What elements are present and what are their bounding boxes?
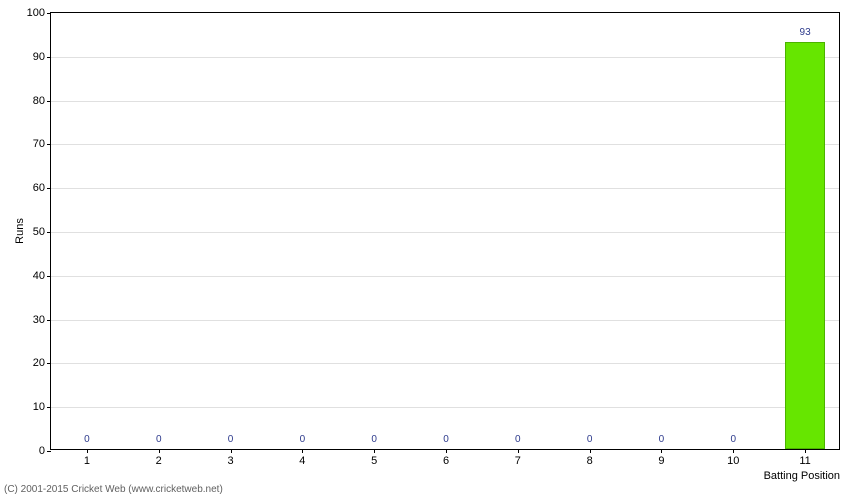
bar-value-label: 0 xyxy=(443,434,449,445)
gridline xyxy=(51,363,839,364)
x-tick-label: 11 xyxy=(799,455,810,467)
y-tick-label: 60 xyxy=(33,182,45,194)
bar xyxy=(785,42,825,449)
chart-container: 0102030405060708090100102030405060708090… xyxy=(0,0,850,500)
gridline xyxy=(51,101,839,102)
bar-value-label: 0 xyxy=(587,434,593,445)
x-tick-label: 2 xyxy=(156,455,162,467)
x-tick-mark xyxy=(805,449,806,453)
x-axis-label: Batting Position xyxy=(764,470,840,482)
y-tick-label: 80 xyxy=(33,95,45,107)
gridline xyxy=(51,232,839,233)
y-tick-label: 90 xyxy=(33,51,45,63)
y-tick-mark xyxy=(47,144,51,145)
y-tick-label: 50 xyxy=(33,226,45,238)
y-axis-label: Runs xyxy=(14,218,26,244)
x-tick-mark xyxy=(87,449,88,453)
x-tick-label: 7 xyxy=(515,455,521,467)
x-tick-label: 3 xyxy=(227,455,233,467)
y-tick-mark xyxy=(47,13,51,14)
x-tick-mark xyxy=(518,449,519,453)
gridline xyxy=(51,57,839,58)
bar-value-label: 0 xyxy=(659,434,665,445)
x-tick-mark xyxy=(374,449,375,453)
y-tick-label: 70 xyxy=(33,138,45,150)
bar-value-label: 0 xyxy=(515,434,521,445)
x-tick-label: 1 xyxy=(84,455,90,467)
x-tick-mark xyxy=(446,449,447,453)
gridline xyxy=(51,276,839,277)
x-tick-label: 9 xyxy=(658,455,664,467)
y-tick-mark xyxy=(47,407,51,408)
gridline xyxy=(51,320,839,321)
bar-value-label: 0 xyxy=(156,434,162,445)
x-tick-label: 4 xyxy=(299,455,305,467)
bar-value-label: 0 xyxy=(84,434,90,445)
gridline xyxy=(51,144,839,145)
y-tick-mark xyxy=(47,276,51,277)
y-tick-mark xyxy=(47,363,51,364)
y-tick-label: 20 xyxy=(33,357,45,369)
bar-value-label: 0 xyxy=(371,434,377,445)
y-tick-label: 40 xyxy=(33,270,45,282)
y-tick-label: 10 xyxy=(33,401,45,413)
x-tick-mark xyxy=(733,449,734,453)
x-tick-label: 10 xyxy=(727,455,739,467)
y-tick-mark xyxy=(47,320,51,321)
x-tick-label: 5 xyxy=(371,455,377,467)
x-tick-mark xyxy=(159,449,160,453)
y-tick-mark xyxy=(47,188,51,189)
y-tick-mark xyxy=(47,451,51,452)
bar-value-label: 0 xyxy=(730,434,736,445)
attribution-text: (C) 2001-2015 Cricket Web (www.cricketwe… xyxy=(4,484,223,495)
bar-value-label: 0 xyxy=(300,434,306,445)
y-tick-label: 30 xyxy=(33,314,45,326)
y-tick-mark xyxy=(47,232,51,233)
gridline xyxy=(51,188,839,189)
x-tick-mark xyxy=(661,449,662,453)
x-tick-label: 8 xyxy=(587,455,593,467)
x-tick-mark xyxy=(231,449,232,453)
gridline xyxy=(51,407,839,408)
bar-value-label: 0 xyxy=(228,434,234,445)
y-tick-label: 0 xyxy=(39,445,45,457)
y-tick-label: 100 xyxy=(27,7,45,19)
bar-value-label: 93 xyxy=(800,27,811,38)
x-tick-mark xyxy=(302,449,303,453)
plot-area: 0102030405060708090100102030405060708090… xyxy=(50,12,840,450)
x-tick-label: 6 xyxy=(443,455,449,467)
y-tick-mark xyxy=(47,101,51,102)
y-tick-mark xyxy=(47,57,51,58)
x-tick-mark xyxy=(590,449,591,453)
